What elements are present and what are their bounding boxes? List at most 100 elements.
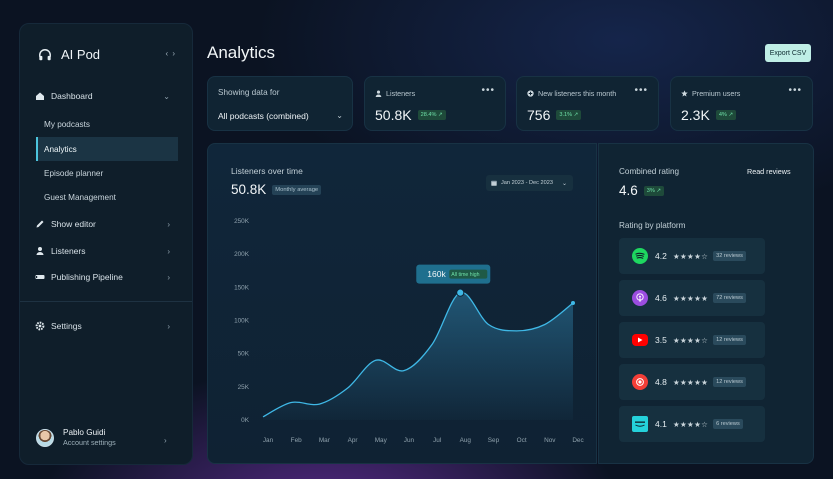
sidebar-item-episode-planner[interactable]: Episode planner bbox=[44, 168, 104, 178]
reviews-count: 72 reviews bbox=[713, 293, 746, 303]
chevron-right-icon: › bbox=[167, 219, 170, 229]
user-icon bbox=[375, 90, 382, 97]
rating-badge: 3% ↗ bbox=[643, 185, 665, 196]
rating-panel: Combined rating Read reviews 4.6 3% ↗ Ra… bbox=[598, 143, 814, 464]
peak-tooltip: 160k All time high bbox=[416, 264, 491, 284]
chevron-right-icon: › bbox=[167, 321, 170, 331]
gear-icon bbox=[35, 321, 45, 331]
sidebar: AI Pod ‹ › Dashboard ⌄ My podcasts Analy… bbox=[19, 23, 193, 465]
sidebar-item-guest-management[interactable]: Guest Management bbox=[44, 192, 116, 202]
peak-value: 160k bbox=[427, 269, 446, 279]
chevron-right-icon: › bbox=[167, 246, 170, 256]
reviews-count: 12 reviews bbox=[713, 335, 746, 345]
user-icon bbox=[35, 246, 45, 256]
nav-listeners-label: Listeners bbox=[51, 246, 86, 256]
pipeline-icon bbox=[35, 272, 45, 282]
nav-show-editor-label: Show editor bbox=[51, 219, 96, 229]
collapse-sidebar-icon[interactable]: ‹ › bbox=[165, 49, 176, 58]
combined-rating-title: Combined rating bbox=[619, 167, 680, 176]
peak-marker[interactable] bbox=[456, 288, 465, 297]
sidebar-item-analytics[interactable]: Analytics bbox=[36, 137, 178, 161]
spotify-icon bbox=[632, 248, 648, 264]
platform-row-spotify[interactable]: 4.2 ★★★★☆ 32 reviews bbox=[619, 238, 765, 274]
x-tick-label: Feb bbox=[291, 437, 302, 444]
x-tick-label: Jul bbox=[433, 437, 441, 444]
apple-podcasts-icon bbox=[632, 290, 648, 306]
filter-label: Showing data for bbox=[218, 88, 280, 97]
star-icon bbox=[681, 90, 688, 97]
chevron-down-icon: ⌄ bbox=[163, 91, 170, 101]
y-tick-label: 200K bbox=[234, 251, 250, 258]
export-csv-button[interactable]: Export CSV bbox=[765, 44, 811, 62]
chevron-down-icon: ⌄ bbox=[336, 111, 343, 120]
stat-badge: 28.4% ↗ bbox=[417, 110, 446, 120]
platform-rating: 4.6 bbox=[655, 293, 667, 303]
x-tick-label: Aug bbox=[460, 437, 472, 444]
monthly-average-badge: Monthly average bbox=[272, 184, 322, 195]
y-tick-label: 50K bbox=[238, 351, 250, 358]
nav-settings-label: Settings bbox=[51, 321, 82, 331]
x-tick-label: Nov bbox=[544, 437, 556, 444]
x-tick-label: May bbox=[375, 437, 388, 444]
home-icon bbox=[35, 91, 45, 101]
youtube-icon bbox=[632, 334, 648, 346]
headphones-icon bbox=[39, 48, 51, 60]
y-tick-label: 150K bbox=[234, 284, 250, 291]
reviews-count: 32 reviews bbox=[713, 251, 746, 261]
stat-value: 756 bbox=[527, 107, 551, 123]
stat-card-listeners: Listeners ••• 50.8K 28.4% ↗ bbox=[364, 76, 506, 131]
chart-big-value: 50.8K bbox=[231, 182, 267, 197]
platform-row-pocket-casts[interactable]: 4.8 ★★★★★ 12 reviews bbox=[619, 364, 765, 400]
y-tick-label: 100K bbox=[234, 318, 250, 325]
platform-row-apple-podcasts[interactable]: 4.6 ★★★★★ 72 reviews bbox=[619, 280, 765, 316]
read-reviews-link[interactable]: Read reviews bbox=[747, 167, 791, 176]
listeners-chart: 250K 200K 150K 100K 50K 25K 0K Jan Feb Mar Apr May… bbox=[234, 218, 584, 444]
date-range-select[interactable]: Jan 2023 - Dec 2023 ⌄ bbox=[486, 175, 573, 191]
chart-area bbox=[263, 292, 573, 420]
date-range-value: Jan 2023 - Dec 2023 bbox=[501, 180, 553, 186]
y-tick-label: 250K bbox=[234, 218, 250, 225]
avatar bbox=[36, 428, 54, 447]
nav-dashboard[interactable]: Dashboard ⌄ bbox=[35, 86, 177, 106]
nav-listeners[interactable]: Listeners › bbox=[35, 241, 177, 261]
nav-publishing-pipeline[interactable]: Publishing Pipeline › bbox=[35, 267, 177, 287]
rating-by-platform-title: Rating by platform bbox=[619, 221, 686, 230]
sidebar-item-my-podcasts[interactable]: My podcasts bbox=[44, 119, 90, 129]
stat-label: Listeners bbox=[386, 89, 416, 98]
more-options-icon[interactable]: ••• bbox=[788, 85, 802, 96]
calendar-icon bbox=[491, 180, 497, 186]
amazon-music-icon bbox=[632, 416, 648, 432]
platform-row-amazon-music[interactable]: 4.1 ★★★★☆ 6 reviews bbox=[619, 406, 765, 442]
platform-row-youtube[interactable]: 3.5 ★★★★☆ 12 reviews bbox=[619, 322, 765, 358]
more-options-icon[interactable]: ••• bbox=[481, 85, 495, 96]
data-point[interactable] bbox=[571, 300, 575, 305]
star-rating: ★★★★☆ bbox=[673, 251, 709, 261]
plus-circle-icon bbox=[527, 90, 534, 97]
chevron-right-icon: › bbox=[167, 272, 170, 282]
stat-badge: 3.1% ↗ bbox=[556, 110, 582, 120]
nav-show-editor[interactable]: Show editor › bbox=[35, 214, 177, 234]
platform-rating: 4.2 bbox=[655, 251, 667, 261]
combined-rating-value: 4.6 bbox=[619, 183, 638, 198]
star-rating: ★★★★★ bbox=[673, 293, 709, 303]
stat-label: Premium users bbox=[692, 89, 741, 98]
stat-card-new-listeners: New listeners this month ••• 756 3.1% ↗ bbox=[516, 76, 659, 131]
platform-rating: 3.5 bbox=[655, 335, 667, 345]
x-tick-label: Jan bbox=[263, 437, 274, 444]
account-settings-link[interactable]: Account settings bbox=[63, 438, 116, 447]
brand[interactable]: AI Pod bbox=[38, 47, 100, 62]
chart-line bbox=[262, 291, 574, 418]
filter-value: All podcasts (combined) bbox=[218, 111, 309, 121]
profile[interactable]: Pablo Guidi Account settings bbox=[36, 428, 116, 447]
chevron-right-icon: › bbox=[164, 436, 167, 445]
sidebar-divider bbox=[20, 301, 192, 302]
more-options-icon[interactable]: ••• bbox=[634, 85, 648, 96]
pocket-casts-icon bbox=[632, 374, 648, 390]
podcast-filter-select[interactable]: Showing data for All podcasts (combined)… bbox=[207, 76, 353, 131]
platform-rating: 4.1 bbox=[655, 419, 667, 429]
star-rating: ★★★★☆ bbox=[673, 335, 709, 345]
chevron-down-icon: ⌄ bbox=[561, 180, 567, 187]
reviews-count: 12 reviews bbox=[713, 377, 746, 387]
nav-settings[interactable]: Settings › bbox=[35, 316, 177, 336]
y-tick-label: 0K bbox=[241, 417, 250, 424]
